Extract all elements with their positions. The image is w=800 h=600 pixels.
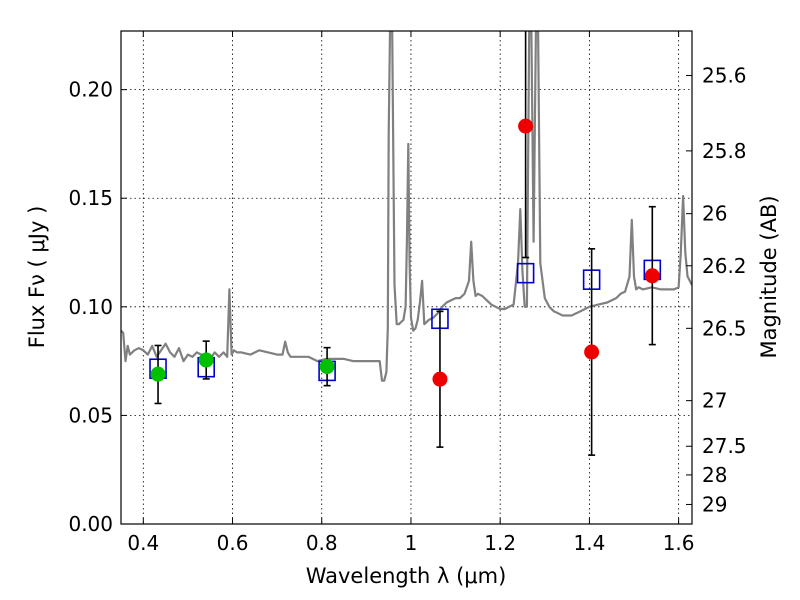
right-tick-label: 29 [702, 492, 727, 516]
x-tick-label: 0.6 [217, 531, 249, 555]
plot-frame [120, 30, 693, 525]
right-tick-label: 27.5 [702, 434, 747, 458]
x-tick-label: 1.6 [663, 531, 695, 555]
x-tick-label: 0.4 [127, 531, 159, 555]
observed-photometry-point [584, 344, 600, 360]
plot-area [121, 31, 692, 456]
grid [121, 31, 692, 525]
right-tick-label: 25.6 [702, 64, 747, 88]
y-tick-label: 0.05 [68, 403, 113, 427]
right-tick-label: 26.5 [702, 316, 747, 340]
observed-photometry-point [150, 366, 166, 382]
y-axis-label: Flux Fν ( μJy ) [25, 206, 49, 349]
right-tick-label: 27 [702, 389, 727, 413]
observed-photometry-point [432, 371, 448, 387]
x-tick-label: 0.8 [306, 531, 338, 555]
y-tick-label: 0.10 [68, 295, 113, 319]
right-tick-label: 28 [702, 463, 727, 487]
model-photometry-square [516, 262, 535, 284]
right-tick-label: 26 [702, 202, 727, 226]
spectrum-line [121, 31, 692, 382]
right-axis-label: Magnitude (AB) [757, 195, 781, 358]
observed-photometry-point [198, 352, 214, 368]
x-tick-label: 1.2 [484, 531, 516, 555]
x-tick-label: 1 [405, 531, 418, 555]
observed-photometry-point [518, 118, 534, 134]
y-tick-label: 0.00 [68, 512, 113, 536]
right-tick-label: 26.2 [702, 254, 747, 278]
x-tick-label: 1.4 [573, 531, 605, 555]
right-tick-label: 25.8 [702, 139, 747, 163]
observed-photometry-point [319, 359, 335, 375]
y-tick-label: 0.15 [68, 186, 113, 210]
x-axis-label: Wavelength λ (μm) [306, 564, 507, 588]
observed-photometry-point [644, 268, 660, 284]
y-tick-label: 0.20 [68, 78, 113, 102]
axes: 0.4 0.6 0.8 1 1.2 1.4 1.6 0.00 0.05 0.10 0.15 0.20 2… [68, 31, 747, 555]
